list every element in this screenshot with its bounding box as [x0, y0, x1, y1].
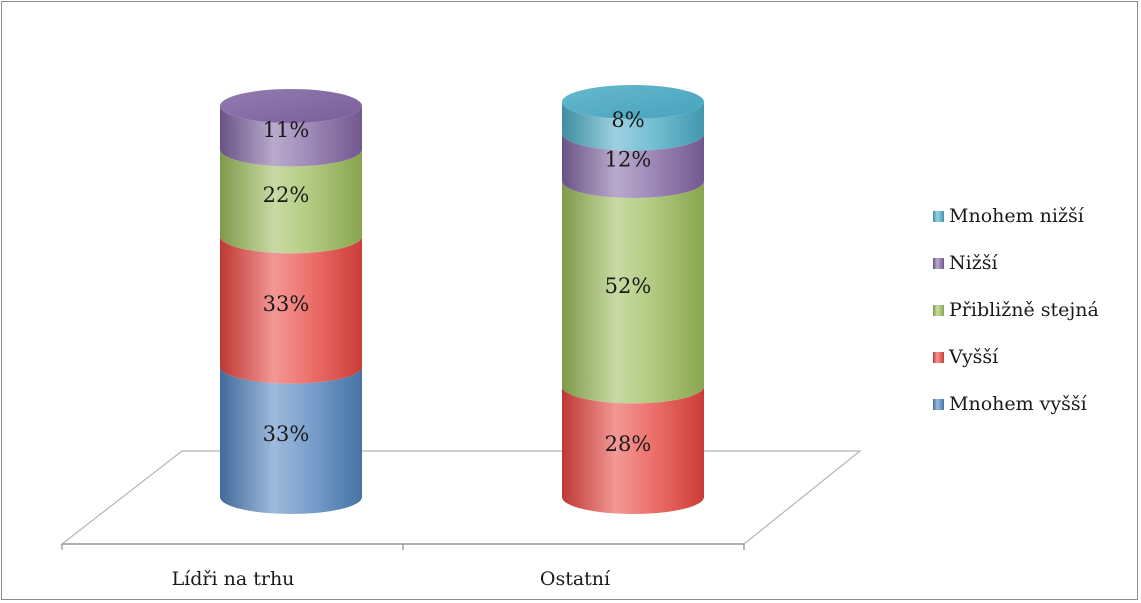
data-label: 8%: [611, 108, 644, 132]
x-tick-label: Ostatní: [540, 568, 611, 590]
bar-segment-priblizne-stejna-lidri-na-trhu: [220, 149, 362, 254]
legend-item-mnohem-vyssi: Mnohem vyšší: [933, 393, 1088, 415]
legend-swatch: [933, 305, 944, 316]
chart-bars: [220, 85, 704, 514]
data-label: 33%: [263, 292, 310, 316]
legend-swatch: [933, 211, 944, 222]
bar-column-lidri-na-trhu: [220, 88, 362, 514]
legend-label: Mnohem nižší: [949, 205, 1085, 227]
bar-segment-vyssi-lidri-na-trhu: [220, 236, 362, 384]
data-label: 12%: [605, 148, 652, 172]
bar-segment-vyssi-ostatni: [562, 386, 704, 514]
chart-floor: [60, 450, 862, 545]
bar-segment-mnohem-nizsi-ostatni: [562, 102, 704, 151]
x-tick-label: Lídři na trhu: [172, 568, 295, 590]
data-label: 11%: [263, 118, 310, 142]
legend-item-vyssi: Vyšší: [933, 346, 999, 368]
bar-segment-priblizne-stejna-ostatni: [562, 181, 704, 404]
chart-x-axis: Lídři na trhu Ostatní: [61, 543, 745, 590]
bar-top-cap: [562, 85, 704, 119]
bar-segment-mnohem-vyssi-lidri-na-trhu: [220, 366, 362, 514]
bar-column-ostatni: [562, 85, 704, 514]
legend-swatch: [933, 399, 944, 410]
data-label: 22%: [263, 183, 310, 207]
legend-label: Mnohem vyšší: [949, 393, 1088, 415]
data-label: 52%: [605, 274, 652, 298]
legend-label: Přibližně stejná: [949, 299, 1099, 321]
chart-legend: Mnohem nižší Nižší Přibližně stejná Vyšší Mn…: [933, 205, 1099, 415]
legend-label: Nižší: [949, 252, 998, 274]
legend-item-priblizne-stejna: Přibližně stejná: [933, 299, 1099, 321]
bar-segment-nizsi-lidri-na-trhu: [220, 105, 362, 167]
data-label: 28%: [605, 432, 652, 456]
legend-swatch: [933, 258, 944, 269]
chart-data-labels: 33% 33% 22% 11% 28% 52% 12% 8%: [263, 108, 652, 456]
floor-plane: [60, 450, 862, 545]
legend-swatch: [933, 352, 944, 363]
legend-item-mnohem-nizsi: Mnohem nižší: [933, 205, 1085, 227]
data-label: 33%: [263, 422, 310, 446]
legend-item-nizsi: Nižší: [933, 252, 998, 274]
bar-top-cap: [220, 88, 362, 123]
legend-label: Vyšší: [948, 346, 999, 368]
bar-segment-nizsi-ostatni: [562, 133, 704, 198]
